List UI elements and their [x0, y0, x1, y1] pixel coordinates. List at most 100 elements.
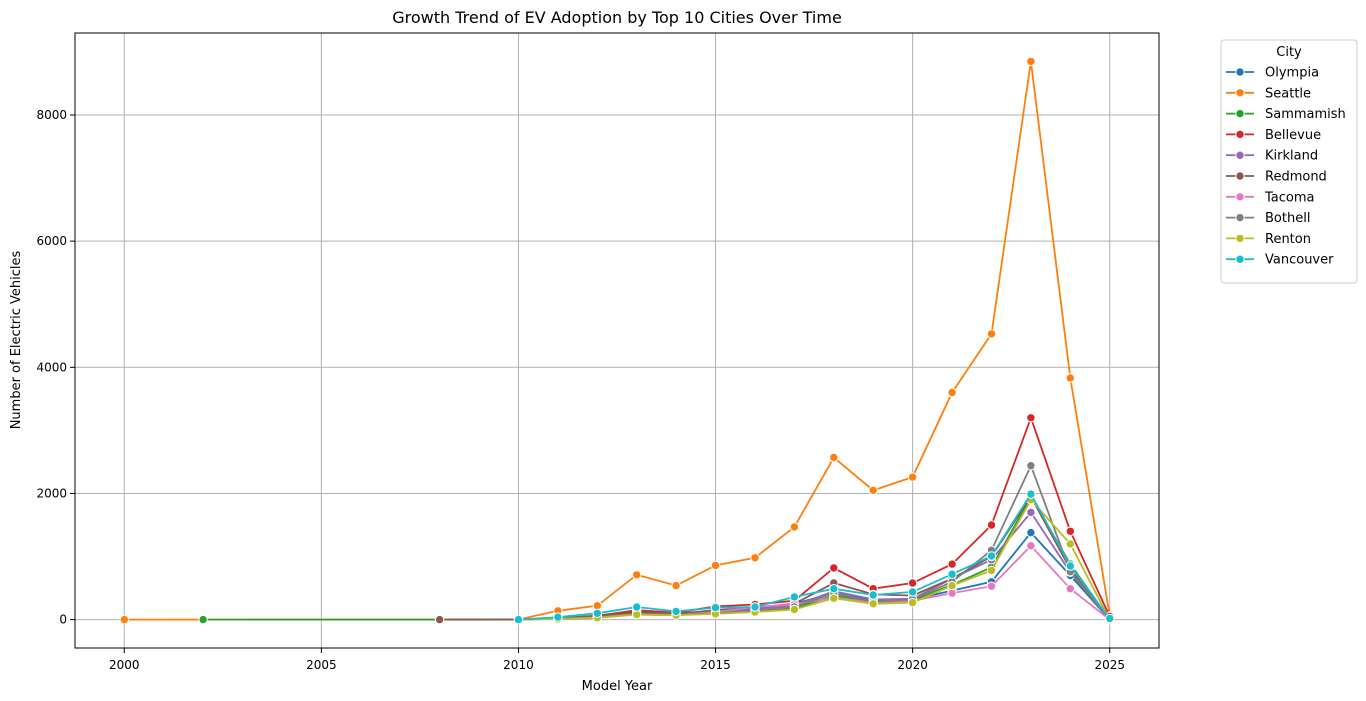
data-point-vancouver	[868, 590, 878, 600]
grid-lines	[75, 33, 1159, 648]
data-point-vancouver	[710, 602, 721, 613]
data-point-seattle	[710, 560, 721, 571]
data-point-vancouver	[632, 602, 642, 612]
series-line-olympia	[518, 531, 1111, 621]
legend-marker-bothell	[1235, 212, 1245, 223]
y-tick-label: 0	[59, 613, 67, 627]
series-kirkland	[513, 507, 1115, 625]
series-line-seattle	[124, 61, 1111, 621]
data-point-bellevue	[947, 559, 957, 569]
data-point-seattle	[789, 522, 800, 532]
data-point-vancouver	[907, 587, 918, 597]
data-point-seattle	[119, 614, 130, 625]
data-point-seattle	[750, 553, 760, 563]
series-line-sammamish	[203, 494, 1111, 621]
data-point-seattle	[829, 452, 839, 463]
data-point-vancouver	[947, 569, 957, 579]
data-point-renton	[1065, 539, 1076, 549]
data-point-vancouver	[671, 606, 681, 617]
series-layer	[119, 56, 1115, 625]
legend-marker-vancouver	[1235, 254, 1245, 264]
y-tick-label: 4000	[36, 360, 67, 374]
legend-marker-redmond	[1235, 171, 1245, 181]
y-tick-label: 2000	[36, 486, 67, 500]
y-tick-label: 6000	[36, 234, 67, 248]
data-point-seattle	[1065, 373, 1076, 383]
data-point-renton	[789, 604, 800, 615]
legend-label-vancouver: Vancouver	[1265, 253, 1334, 268]
data-point-vancouver	[789, 592, 800, 602]
data-point-seattle	[632, 570, 642, 580]
data-point-vancouver	[513, 614, 524, 625]
series-sammamish	[198, 491, 1115, 625]
data-point-seattle	[1026, 56, 1036, 67]
data-point-vancouver	[750, 602, 760, 612]
data-point-bellevue	[829, 563, 839, 573]
legend-marker-bellevue	[1235, 129, 1245, 140]
series-renton	[513, 495, 1115, 625]
data-point-seattle	[986, 329, 997, 339]
data-point-renton	[947, 580, 957, 591]
data-point-vancouver	[553, 612, 563, 622]
legend-label-tacoma: Tacoma	[1264, 190, 1315, 205]
legend-label-olympia: Olympia	[1265, 66, 1319, 81]
series-olympia	[513, 527, 1115, 625]
legend-label-sammamish: Sammamish	[1265, 107, 1346, 122]
x-tick-label: 2010	[503, 658, 534, 672]
series-seattle	[119, 56, 1115, 625]
series-redmond	[434, 491, 1115, 625]
data-point-vancouver	[1026, 489, 1036, 499]
x-tick-label: 2005	[306, 658, 337, 672]
y-tick-label: 8000	[36, 108, 67, 122]
data-point-bellevue	[907, 578, 918, 588]
data-point-seattle	[671, 580, 681, 591]
data-point-tacoma	[1026, 541, 1036, 551]
x-tick-label: 2025	[1094, 658, 1125, 672]
data-point-renton	[868, 599, 878, 609]
legend-label-bellevue: Bellevue	[1265, 128, 1321, 143]
x-axis-label: Model Year	[582, 679, 653, 694]
legend-marker-tacoma	[1235, 192, 1245, 202]
data-point-vancouver	[829, 584, 839, 594]
legend-marker-kirkland	[1235, 150, 1245, 160]
data-point-renton	[907, 597, 918, 608]
x-tick-label: 2020	[897, 658, 928, 672]
data-point-vancouver	[1065, 561, 1076, 571]
x-tick-label: 2015	[700, 658, 731, 672]
legend-label-renton: Renton	[1265, 232, 1311, 247]
x-tick-label: 2000	[109, 658, 140, 672]
series-line-renton	[518, 498, 1111, 621]
data-point-renton	[986, 565, 997, 576]
data-point-seattle	[907, 472, 918, 482]
data-point-tacoma	[1065, 584, 1076, 594]
data-point-vancouver	[592, 608, 602, 618]
plot-frame	[74, 32, 1160, 649]
data-point-vancouver	[986, 551, 997, 561]
data-point-renton	[829, 593, 839, 603]
data-point-redmond	[434, 614, 445, 625]
data-point-bellevue	[1026, 413, 1036, 423]
data-point-bothell	[1026, 461, 1036, 471]
y-axis-label: Number of Electric Vehicles	[9, 250, 24, 429]
legend-marker-seattle	[1235, 88, 1245, 98]
data-point-seattle	[868, 485, 878, 495]
legend-box	[1220, 39, 1358, 284]
legend-label-kirkland: Kirkland	[1265, 149, 1318, 164]
series-line-vancouver	[518, 492, 1111, 621]
legend-marker-renton	[1235, 233, 1245, 244]
data-point-tacoma	[986, 581, 997, 591]
data-point-bellevue	[1065, 526, 1076, 536]
legend-marker-olympia	[1235, 67, 1245, 77]
series-line-tacoma	[518, 544, 1111, 621]
series-line-bothell	[518, 463, 1111, 621]
legend-label-bothell: Bothell	[1265, 211, 1310, 226]
legend-label-redmond: Redmond	[1265, 170, 1327, 185]
legend-label-seattle: Seattle	[1265, 86, 1311, 101]
legend-marker-sammamish	[1235, 108, 1245, 119]
series-vancouver	[513, 489, 1115, 625]
legend: City Olympia Seattle Sammamish Bellevue Kirkl…	[1220, 39, 1358, 284]
data-point-bellevue	[986, 520, 997, 530]
data-point-kirkland	[1026, 507, 1036, 518]
data-point-olympia	[1026, 527, 1036, 538]
